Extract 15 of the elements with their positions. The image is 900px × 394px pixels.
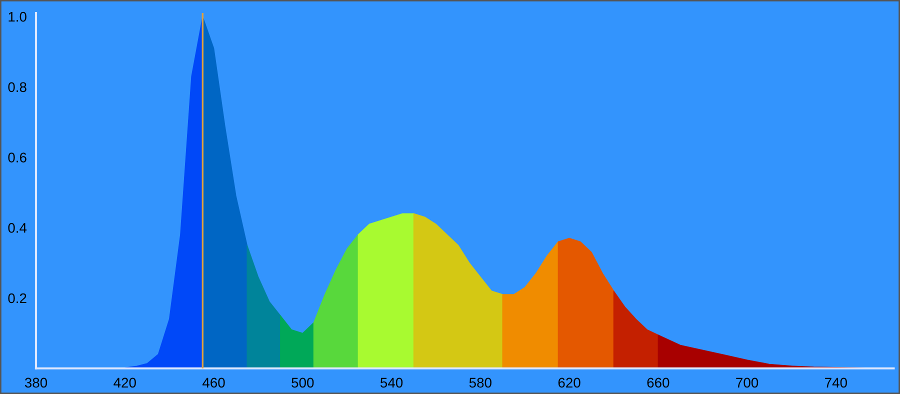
x-tick-label: 580 [469,378,492,388]
x-tick-label: 700 [736,378,758,388]
y-tick-label: 0.2 [8,293,26,304]
y-tick-label: 1.0 [8,12,26,22]
x-tick-label: 740 [825,378,847,388]
x-tick-label: 460 [202,378,225,388]
y-tick-label: 0.4 [8,222,27,233]
x-tick-label: 380 [24,378,48,388]
y-tick-label: 0.6 [8,152,26,162]
x-tick-label: 500 [292,378,314,388]
x-tick-label: 540 [380,378,403,388]
y-tick-label: 0.8 [8,82,26,92]
x-tick-label: 620 [558,378,580,388]
x-tick-label: 660 [647,378,670,388]
x-tick-label: 420 [114,378,136,388]
